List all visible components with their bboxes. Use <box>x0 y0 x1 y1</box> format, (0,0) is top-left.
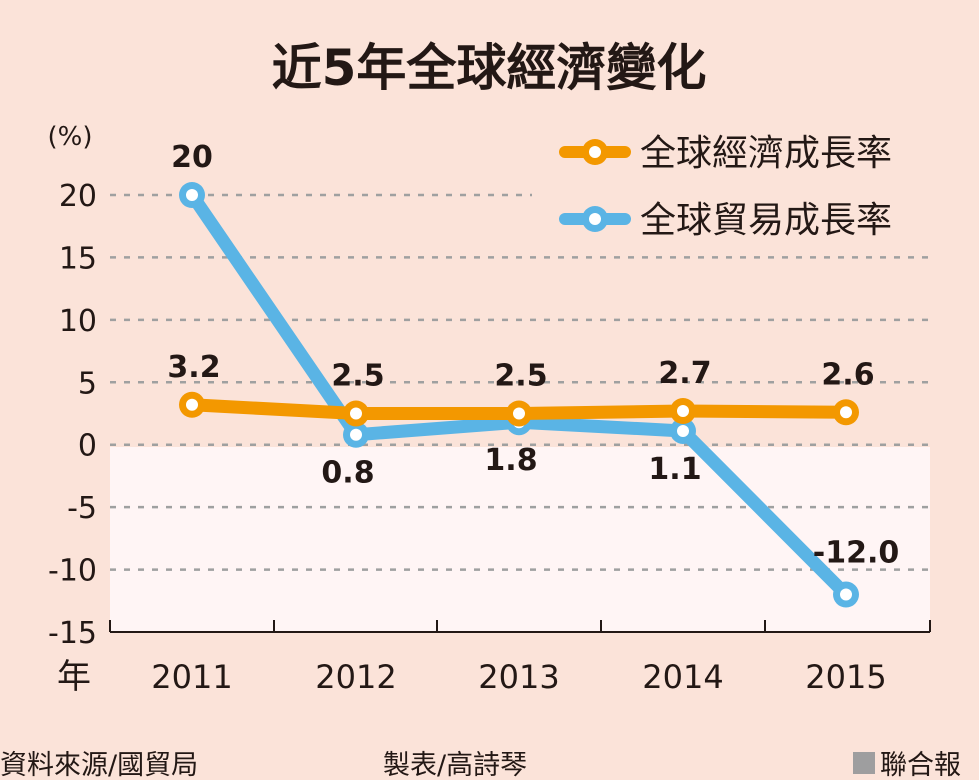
x-tick-label: 2015 <box>805 658 886 696</box>
x-tick-labels: 2011 2012 2013 2014 2015 <box>151 658 886 696</box>
maker-note: 製表/高詩琴 <box>383 750 527 780</box>
data-point-center <box>513 407 525 420</box>
data-label: 0.8 <box>321 456 374 491</box>
data-label: -12.0 <box>813 536 899 571</box>
y-tick-label: 20 <box>59 179 97 214</box>
chart-title: 近5年全球經濟變化 <box>272 39 707 97</box>
y-tick-label: 10 <box>59 304 97 339</box>
y-tick-label: -10 <box>48 554 97 589</box>
x-axis <box>109 620 931 633</box>
legend-swatch-center <box>589 146 601 158</box>
data-label: 2.5 <box>331 359 384 394</box>
data-point-center <box>840 588 852 601</box>
data-label: 2.5 <box>494 359 547 394</box>
data-point-center <box>677 405 689 418</box>
source-note: 資料來源/國貿局 <box>0 750 198 780</box>
x-tick-label: 2012 <box>315 658 396 696</box>
legend-label: 全球貿易成長率 <box>640 200 892 241</box>
y-tick-label: 15 <box>59 241 97 276</box>
data-point-center <box>350 407 362 420</box>
x-tick-label: 2014 <box>642 658 723 696</box>
brand-square-icon <box>853 752 875 774</box>
y-tick-label: -15 <box>48 616 97 651</box>
data-labels: 3.2 2.5 2.5 2.7 2.6 20 0.8 1.8 1.1 -12.0 <box>167 140 899 571</box>
footer: 資料來源/國貿局 製表/高詩琴 聯合報 <box>0 750 961 780</box>
y-tick-label: -5 <box>67 491 97 526</box>
x-tick-label: 2011 <box>151 658 232 696</box>
series-lines <box>179 182 859 608</box>
data-point-center <box>186 398 198 411</box>
legend-swatch-center <box>589 213 601 225</box>
y-tick-label: 0 <box>78 429 97 464</box>
data-label: 20 <box>171 140 213 175</box>
data-point-center <box>350 428 362 441</box>
data-point-center <box>186 189 198 201</box>
x-tick-label: 2013 <box>478 658 559 696</box>
legend-label: 全球經濟成長率 <box>640 133 892 174</box>
data-point-center <box>677 424 689 437</box>
data-point-center <box>840 406 852 419</box>
data-label: 2.7 <box>658 356 711 391</box>
data-label: 1.8 <box>484 443 537 478</box>
brand-name: 聯合報 <box>880 750 961 780</box>
data-label: 3.2 <box>167 350 220 385</box>
y-axis-unit: (%) <box>48 122 93 152</box>
y-tick-label: 5 <box>78 366 97 401</box>
data-label: 2.6 <box>821 357 874 392</box>
x-axis-unit: 年 <box>57 657 91 697</box>
y-tick-labels: 20 15 10 5 0 -5 -10 -15 <box>48 179 97 651</box>
data-label: 1.1 <box>648 452 701 487</box>
